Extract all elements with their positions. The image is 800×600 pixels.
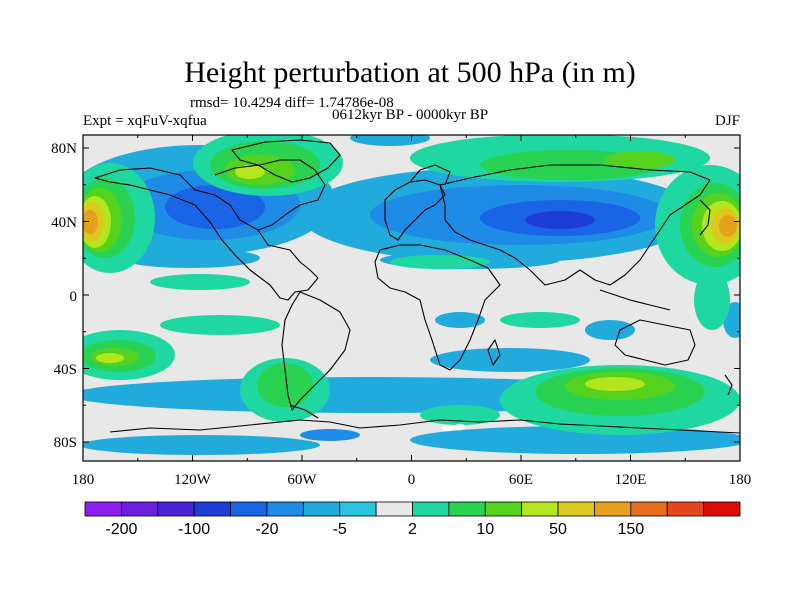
colorbar-swatch [120, 501, 159, 517]
colorbar-label: 2 [408, 521, 417, 538]
colorbar-label: -20 [255, 521, 278, 538]
lat-label: 40S [54, 362, 77, 378]
lon-label: 180 [72, 472, 95, 488]
latitude-labels: 80N 40N 0 40S 80S [51, 141, 77, 451]
lat-label: 80N [51, 141, 77, 157]
colorbar-swatch [484, 501, 523, 517]
colorbar-swatch [557, 501, 595, 517]
map-field [83, 135, 740, 461]
lat-label: 0 [70, 289, 78, 305]
axis-ticks [82, 135, 741, 461]
colorbar-swatch [412, 501, 450, 517]
colorbar [84, 501, 741, 517]
colorbar-label: -100 [178, 521, 210, 538]
figure-title: Height perturbation at 500 hPa (in m) [184, 56, 636, 89]
colorbar-swatch [703, 501, 741, 517]
longitude-labels: 180 120W 60W 0 60E 120E 180 [72, 472, 752, 488]
colorbar-swatch [630, 501, 668, 517]
colorbar-swatch [157, 501, 195, 517]
colorbar-swatch [375, 501, 413, 517]
lon-label: 60E [509, 472, 533, 488]
colorbar-label: 150 [617, 521, 644, 538]
lat-label: 80S [54, 435, 77, 451]
period-label: 0612kyr BP - 0000kyr BP [332, 107, 488, 123]
lon-label: 120W [174, 472, 212, 488]
colorbar-swatch [193, 501, 231, 517]
colorbar-label: 50 [549, 521, 567, 538]
colorbar-swatch [266, 501, 304, 517]
colorbar-swatch [339, 501, 377, 517]
colorbar-label: -200 [105, 521, 137, 538]
colorbar-swatch [230, 501, 268, 517]
colorbar-swatch [302, 501, 341, 517]
colorbar-swatch [521, 501, 559, 517]
lon-label: 60W [287, 472, 317, 488]
colorbar-swatch [84, 501, 122, 517]
colorbar-label: 10 [476, 521, 494, 538]
colorbar-labels: -200 -100 -20 -5 2 10 50 150 [105, 521, 644, 538]
colorbar-swatch [666, 501, 705, 517]
season-label: DJF [715, 113, 740, 129]
lat-label: 40N [51, 215, 77, 231]
lon-label: 120E [615, 472, 647, 488]
lon-label: 180 [729, 472, 752, 488]
colorbar-swatch [448, 501, 486, 517]
colorbar-swatch [594, 501, 632, 517]
lon-label: 0 [408, 472, 416, 488]
stats-line: rmsd= 10.4294 diff= 1.74786e-08 [190, 95, 394, 111]
expt-label: Expt = xqFuV-xqfua [83, 113, 207, 129]
colorbar-label: -5 [333, 521, 347, 538]
